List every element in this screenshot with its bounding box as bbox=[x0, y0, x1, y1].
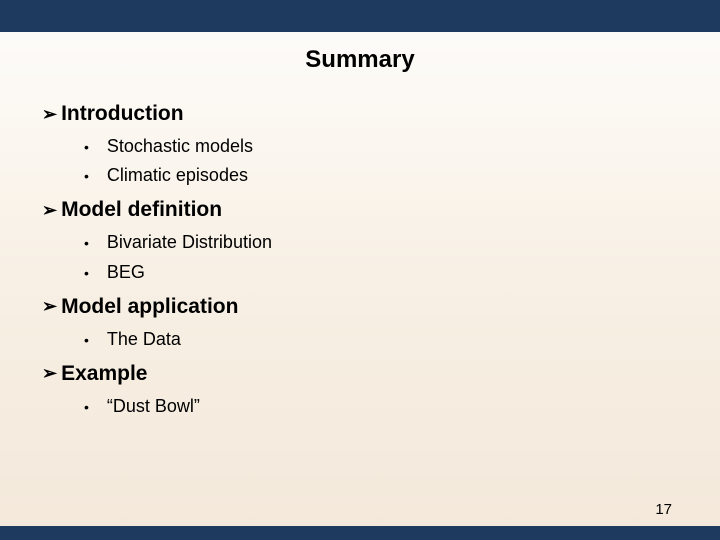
section-header: ➢ Model application bbox=[42, 295, 678, 319]
item-text: Climatic episodes bbox=[107, 163, 248, 188]
sub-list: • The Data bbox=[42, 327, 678, 352]
sub-list: • Bivariate Distribution • BEG bbox=[42, 230, 678, 284]
section-heading: Model definition bbox=[61, 198, 222, 222]
section-header: ➢ Model definition bbox=[42, 198, 678, 222]
item-text: The Data bbox=[107, 327, 181, 352]
bullet-icon: • bbox=[84, 264, 89, 284]
item-text: “Dust Bowl” bbox=[107, 394, 200, 419]
bottom-bar bbox=[0, 526, 720, 540]
section-example: ➢ Example • “Dust Bowl” bbox=[42, 362, 678, 419]
item-text: Bivariate Distribution bbox=[107, 230, 272, 255]
sub-list: • “Dust Bowl” bbox=[42, 394, 678, 419]
slide-title: Summary bbox=[0, 46, 720, 74]
section-heading: Example bbox=[61, 362, 147, 386]
bullet-icon: • bbox=[84, 234, 89, 254]
section-heading: Model application bbox=[61, 295, 238, 319]
section-heading: Introduction bbox=[61, 102, 183, 126]
arrow-icon: ➢ bbox=[42, 363, 57, 384]
bullet-icon: • bbox=[84, 398, 89, 418]
arrow-icon: ➢ bbox=[42, 200, 57, 221]
section-header: ➢ Introduction bbox=[42, 102, 678, 126]
item-text: BEG bbox=[107, 260, 145, 285]
section-model-application: ➢ Model application • The Data bbox=[42, 295, 678, 352]
arrow-icon: ➢ bbox=[42, 296, 57, 317]
section-header: ➢ Example bbox=[42, 362, 678, 386]
sub-list: • Stochastic models • Climatic episodes bbox=[42, 134, 678, 188]
list-item: • Climatic episodes bbox=[84, 163, 678, 188]
section-introduction: ➢ Introduction • Stochastic models • Cli… bbox=[42, 102, 678, 188]
list-item: • Stochastic models bbox=[84, 134, 678, 159]
top-bar bbox=[0, 0, 720, 32]
page-number: 17 bbox=[655, 501, 672, 518]
item-text: Stochastic models bbox=[107, 134, 253, 159]
list-item: • The Data bbox=[84, 327, 678, 352]
bullet-icon: • bbox=[84, 331, 89, 351]
list-item: • Bivariate Distribution bbox=[84, 230, 678, 255]
bullet-icon: • bbox=[84, 138, 89, 158]
list-item: • BEG bbox=[84, 260, 678, 285]
content-area: ➢ Introduction • Stochastic models • Cli… bbox=[0, 102, 720, 419]
arrow-icon: ➢ bbox=[42, 104, 57, 125]
section-model-definition: ➢ Model definition • Bivariate Distribut… bbox=[42, 198, 678, 284]
bullet-icon: • bbox=[84, 167, 89, 187]
list-item: • “Dust Bowl” bbox=[84, 394, 678, 419]
